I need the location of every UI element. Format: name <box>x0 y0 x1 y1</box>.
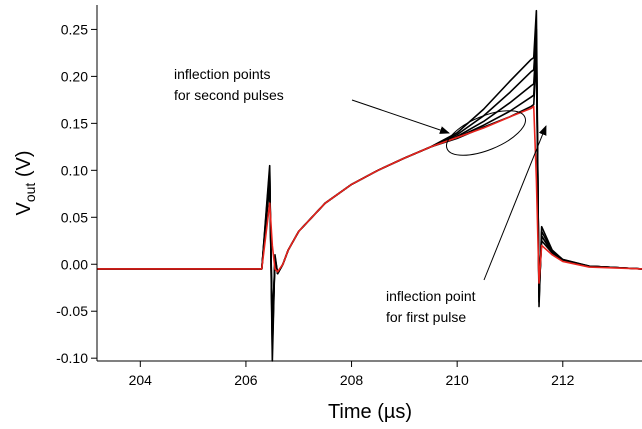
annotation: for second pulses <box>174 87 284 103</box>
plot-area <box>97 9 642 362</box>
y-label-sub: out <box>22 183 38 203</box>
y-tick-label: -0.05 <box>56 303 88 319</box>
series-line <box>97 38 642 341</box>
y-tick-label: 0.05 <box>61 209 88 225</box>
x-axis-label: Time (µs) <box>328 401 412 423</box>
ellipse <box>446 110 526 156</box>
y-tick-label: -0.10 <box>56 350 88 366</box>
y-axis-label: Vout (V) <box>13 150 38 215</box>
annotation: for first pulse <box>386 309 466 325</box>
x-tick-label: 204 <box>129 372 153 388</box>
y-label-unit: (V) <box>13 150 35 182</box>
arrow <box>483 125 547 281</box>
y-tick-label: 0.00 <box>61 256 88 272</box>
y-label-main: V <box>13 202 35 216</box>
y-tick-label: 0.25 <box>61 21 88 37</box>
x-tick-label: 208 <box>340 372 364 388</box>
x-tick-label: 210 <box>445 372 469 388</box>
y-tick-label: 0.20 <box>61 68 88 84</box>
series-line <box>97 105 642 284</box>
annotation: inflection point <box>386 288 476 304</box>
annotation: inflection points <box>174 66 271 82</box>
arrow <box>351 99 450 134</box>
series-line <box>97 9 642 362</box>
y-tick-label: 0.15 <box>61 115 88 131</box>
x-tick-label: 212 <box>551 372 575 388</box>
x-tick-label: 206 <box>234 372 258 388</box>
y-tick-label: 0.10 <box>61 162 88 178</box>
